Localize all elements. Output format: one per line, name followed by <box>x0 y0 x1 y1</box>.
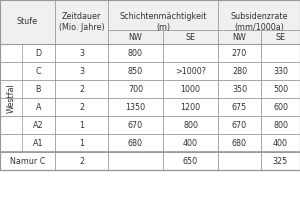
Text: 1350: 1350 <box>125 102 146 112</box>
Text: Namur C: Namur C <box>10 156 45 166</box>
Text: 2: 2 <box>79 102 84 112</box>
Text: 2: 2 <box>79 84 84 94</box>
Text: 670: 670 <box>128 120 143 130</box>
Text: A2: A2 <box>33 120 44 130</box>
Bar <box>0 0 300 44</box>
Text: A1: A1 <box>33 138 44 148</box>
Text: B: B <box>36 84 41 94</box>
Text: 800: 800 <box>273 120 288 130</box>
Text: 680: 680 <box>128 138 143 148</box>
Text: 330: 330 <box>273 66 288 75</box>
Text: 1: 1 <box>79 120 84 130</box>
Text: 1200: 1200 <box>180 102 201 112</box>
Text: 500: 500 <box>273 84 288 94</box>
Text: Westfal: Westfal <box>7 83 16 113</box>
Text: 650: 650 <box>183 156 198 166</box>
Text: >1000?: >1000? <box>175 66 206 75</box>
Text: 2: 2 <box>79 156 84 166</box>
Text: 600: 600 <box>273 102 288 112</box>
Text: D: D <box>35 48 42 58</box>
Text: SE: SE <box>275 32 286 42</box>
Bar <box>0 0 300 170</box>
Text: 700: 700 <box>128 84 143 94</box>
Text: 400: 400 <box>183 138 198 148</box>
Text: A: A <box>36 102 41 112</box>
Text: Zeitdauer
(Mio. Jahre): Zeitdauer (Mio. Jahre) <box>59 12 104 32</box>
Text: 680: 680 <box>232 138 247 148</box>
Text: 1000: 1000 <box>181 84 200 94</box>
Text: 800: 800 <box>128 48 143 58</box>
Text: Stufe: Stufe <box>17 18 38 26</box>
Text: 850: 850 <box>128 66 143 75</box>
Text: 1: 1 <box>79 138 84 148</box>
Text: 400: 400 <box>273 138 288 148</box>
Text: 325: 325 <box>273 156 288 166</box>
Text: 3: 3 <box>79 48 84 58</box>
Text: 670: 670 <box>232 120 247 130</box>
Text: Subsidenzrate
(mm/1000a): Subsidenzrate (mm/1000a) <box>230 12 288 32</box>
Text: 675: 675 <box>232 102 247 112</box>
Text: 3: 3 <box>79 66 84 75</box>
Text: NW: NW <box>232 32 246 42</box>
Text: NW: NW <box>129 32 142 42</box>
Text: SE: SE <box>185 32 196 42</box>
Text: Schichtenmächtigkeit
(m): Schichtenmächtigkeit (m) <box>119 12 207 32</box>
Text: C: C <box>36 66 41 75</box>
Text: 280: 280 <box>232 66 247 75</box>
Text: 800: 800 <box>183 120 198 130</box>
Text: 350: 350 <box>232 84 247 94</box>
Text: 270: 270 <box>232 48 247 58</box>
